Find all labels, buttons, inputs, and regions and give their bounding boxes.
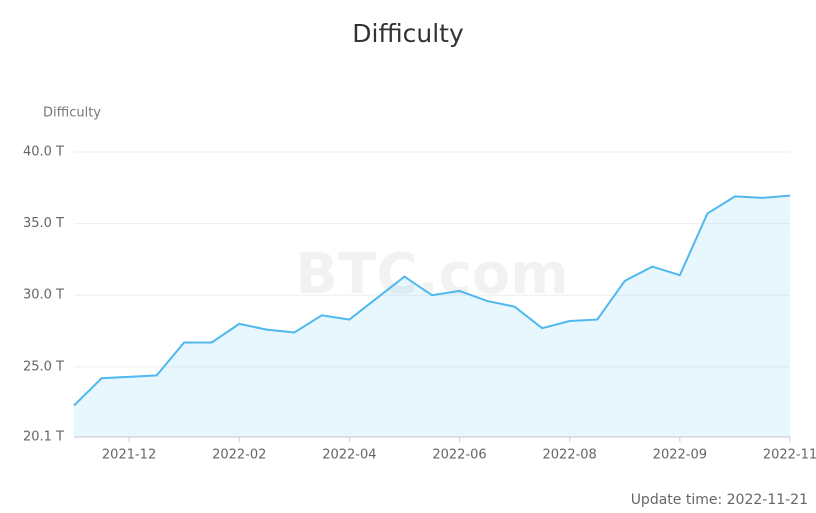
y-tick-label: 20.1 T <box>23 430 64 445</box>
area <box>74 195 790 437</box>
x-tick-label: 2022-06 <box>432 448 486 463</box>
x-tick-label: 2022-04 <box>322 448 376 463</box>
y-tick-label: 30.0 T <box>23 288 64 303</box>
line <box>73 194 791 407</box>
x-tick-label: 2022-02 <box>212 448 266 463</box>
x-tick-label: 2021-12 <box>102 448 156 463</box>
y-axis-label: Difficulty <box>43 106 101 121</box>
x-tick-label: 2022-09 <box>653 448 707 463</box>
watermark: BTC.com <box>295 242 568 307</box>
footer: Update time: 2022-11-21 <box>631 492 808 508</box>
y-tick-label: 25.0 T <box>23 359 64 374</box>
y-tick-label: 40.0 T <box>23 145 64 160</box>
chart-title: Difficulty <box>352 19 464 48</box>
x-tick-label: 2022-11 <box>763 448 816 463</box>
y-tick-label: 35.0 T <box>23 216 64 231</box>
x-tick-label: 2022-08 <box>543 448 597 463</box>
